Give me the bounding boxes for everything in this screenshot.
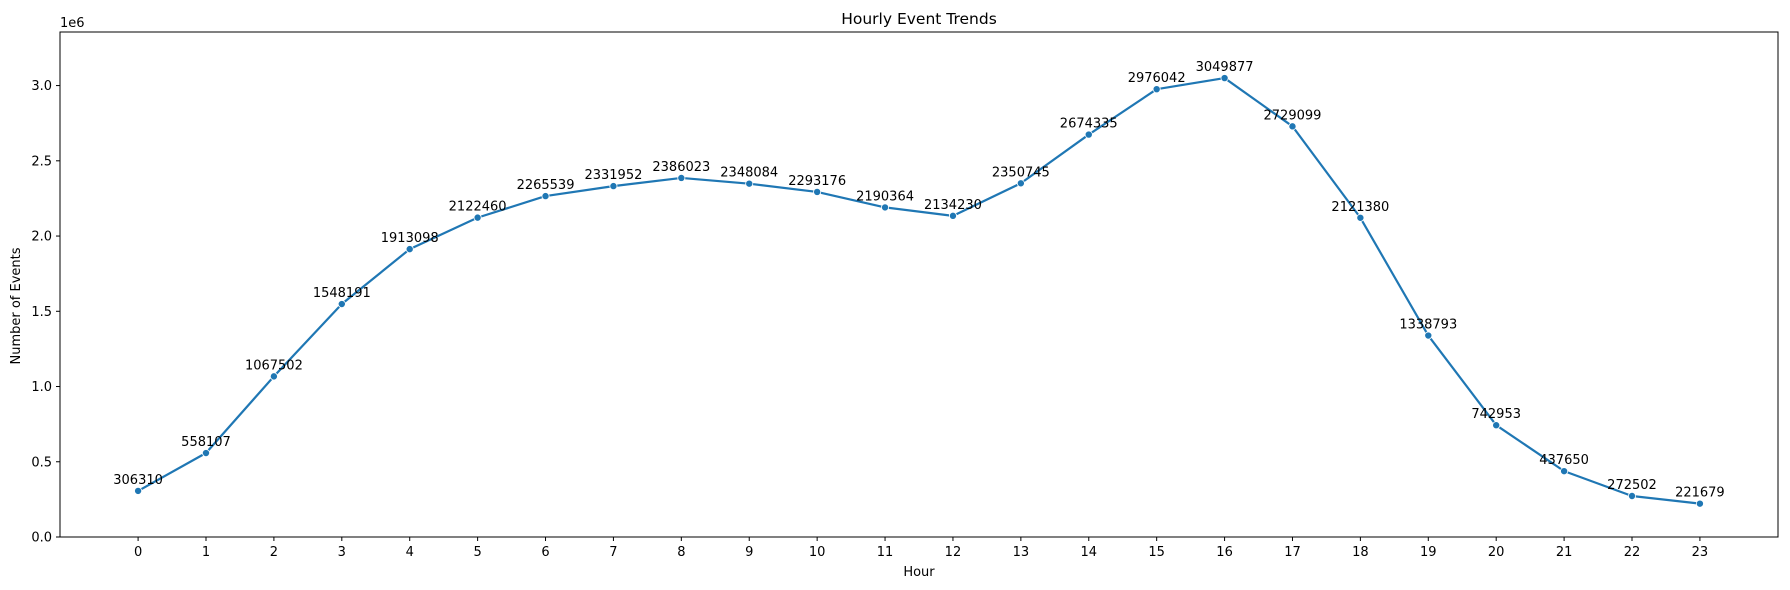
data-label: 306310 (113, 473, 163, 488)
series-layer (134, 74, 1704, 508)
x-tick-label: 15 (1148, 545, 1165, 560)
data-label: 2729099 (1264, 108, 1322, 123)
x-tick-label: 8 (677, 545, 685, 560)
data-point (1152, 85, 1161, 94)
data-point (1084, 130, 1093, 139)
data-point (1695, 499, 1704, 508)
data-label: 742953 (1471, 407, 1521, 422)
x-tick-label: 19 (1420, 545, 1437, 560)
data-point (201, 449, 210, 458)
y-tick-label: 1.0 (31, 380, 52, 395)
x-tick-label: 18 (1352, 545, 1369, 560)
data-label: 2190364 (856, 189, 914, 204)
x-tick-label: 20 (1488, 545, 1505, 560)
x-tick-label: 3 (338, 545, 346, 560)
x-tick-label: 17 (1284, 545, 1301, 560)
data-point (1016, 179, 1025, 188)
data-point (1628, 491, 1637, 500)
y-tick-label: 2.0 (31, 230, 52, 245)
data-point (948, 211, 957, 220)
x-tick-label: 2 (270, 545, 278, 560)
y-tick-label: 3.0 (31, 79, 52, 94)
data-label: 1913098 (381, 231, 439, 246)
data-label: 2122460 (449, 200, 507, 215)
x-tick-label: 9 (745, 545, 753, 560)
y-tick-label: 2.5 (31, 154, 52, 169)
x-tick-label: 22 (1624, 545, 1641, 560)
data-point (1492, 421, 1501, 430)
data-label: 221679 (1675, 486, 1725, 501)
data-point (541, 192, 550, 201)
x-axis-label: Hour (903, 565, 935, 580)
data-point (813, 187, 822, 196)
y-offset-label: 1e6 (60, 16, 85, 31)
y-tick-label: 1.5 (31, 305, 52, 320)
data-point (1220, 74, 1229, 83)
x-tick-label: 10 (809, 545, 826, 560)
x-tick-label: 0 (134, 545, 142, 560)
data-point (609, 182, 618, 191)
chart-title: Hourly Event Trends (841, 10, 997, 28)
data-point (745, 179, 754, 188)
data-label: 2350745 (992, 165, 1050, 180)
data-label: 2121380 (1331, 200, 1389, 215)
data-label: 2674335 (1060, 117, 1118, 132)
x-tick-label: 5 (473, 545, 481, 560)
x-tick-label: 1 (202, 545, 210, 560)
x-tick-label: 16 (1216, 545, 1233, 560)
data-label: 1338793 (1399, 318, 1457, 333)
x-tick-label: 14 (1080, 545, 1097, 560)
ticks-layer: 0 1 2 3 4 5 6 7 8 9 10 11 12 13 14 15 16 17 18 19 20 21 22 230.… (31, 79, 1708, 560)
data-label: 2265539 (517, 178, 575, 193)
data-point (134, 486, 143, 495)
x-tick-label: 6 (541, 545, 549, 560)
x-tick-label: 13 (1013, 545, 1030, 560)
data-point (1560, 467, 1569, 476)
data-point (1288, 122, 1297, 131)
data-label: 2331952 (584, 168, 642, 183)
plot-frame (59, 31, 1779, 538)
data-point (269, 372, 278, 381)
data-label: 2134230 (924, 198, 982, 213)
data-label: 2386023 (652, 160, 710, 175)
data-labels-layer: 306310 558107 1067502 1548191 1913098 2122460… (113, 60, 1724, 501)
data-point (1424, 331, 1433, 340)
x-tick-label: 11 (877, 545, 894, 560)
data-label: 2348084 (720, 166, 778, 181)
data-label: 3049877 (1196, 60, 1254, 75)
y-axis-label: Number of Events (9, 247, 24, 364)
data-point (405, 245, 414, 254)
y-tick-label: 0.0 (31, 531, 52, 546)
data-point (337, 300, 346, 309)
data-label: 2976042 (1128, 71, 1186, 86)
series-line (137, 76, 1701, 505)
x-tick-label: 21 (1556, 545, 1573, 560)
data-point (473, 213, 482, 222)
x-tick-label: 7 (609, 545, 617, 560)
data-label: 437650 (1539, 453, 1589, 468)
y-tick-label: 0.5 (31, 455, 52, 470)
data-point (881, 203, 890, 212)
x-tick-label: 23 (1692, 545, 1709, 560)
data-label: 1067502 (245, 358, 303, 373)
data-label: 2293176 (788, 174, 846, 189)
data-label: 558107 (181, 435, 231, 450)
data-point (677, 173, 686, 182)
x-tick-label: 4 (406, 545, 414, 560)
data-label: 272502 (1607, 478, 1657, 493)
data-label: 1548191 (313, 286, 371, 301)
data-point (1356, 213, 1365, 222)
x-tick-label: 12 (945, 545, 962, 560)
